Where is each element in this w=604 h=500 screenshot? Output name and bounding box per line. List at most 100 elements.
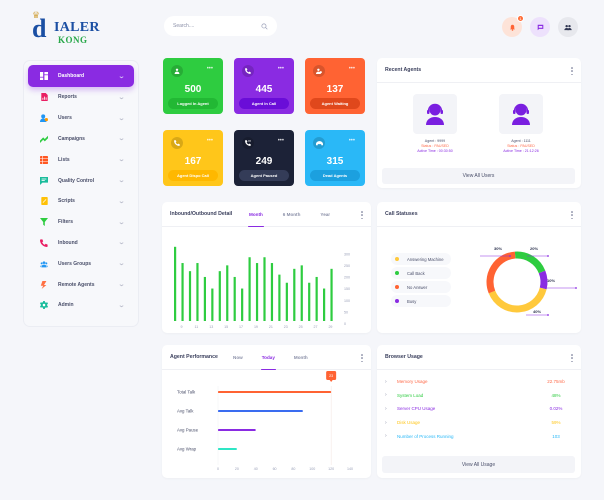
more-options-icon[interactable]: ••• [206, 138, 213, 144]
legend-dot [395, 271, 399, 275]
chevron-down-icon[interactable]: ⌄ [117, 240, 126, 247]
usage-value: 0.02% [549, 406, 563, 412]
legend-item[interactable]: Call Back [391, 267, 451, 279]
chevron-down-icon[interactable]: ⌄ [117, 261, 126, 268]
sidebar-item-scripts[interactable]: Scripts ⌄ [28, 191, 134, 212]
sidebar-item-campaigns[interactable]: Campaigns ⌄ [28, 129, 134, 150]
sidebar-item-users-groups[interactable]: Users Groups ⌄ [28, 253, 134, 274]
sidebar-item-users[interactable]: Users ⌄ [28, 108, 134, 129]
gear-icon [40, 301, 48, 310]
more-options-icon[interactable]: ••• [277, 66, 284, 72]
stat-label-button[interactable]: Agent Paused [239, 170, 289, 181]
stat-card-agent-paused[interactable]: ••• 249 Agent Paused [234, 130, 294, 186]
tab-year[interactable]: Year [320, 212, 331, 217]
tab-month[interactable]: Month [248, 202, 264, 227]
usage-list: › Memory Usage 22.75mb › System Load 48% › Serv… [377, 375, 581, 443]
browser-usage-panel: Browser Usage › Memory Usage 22.75mb › Syste… [377, 345, 581, 478]
stat-card-dead-agents[interactable]: ••• 315 Dead Agents [305, 130, 365, 186]
sidebar-item-lists[interactable]: Lists ⌄ [28, 149, 134, 170]
more-options-icon[interactable] [571, 67, 573, 75]
chevron-down-icon[interactable]: ⌄ [117, 219, 126, 226]
chevron-down-icon[interactable]: ⌄ [117, 178, 126, 185]
more-options-icon[interactable]: ••• [348, 138, 355, 144]
svg-text:11: 11 [194, 325, 198, 329]
sidebar-item-filters[interactable]: Filters ⌄ [28, 212, 134, 233]
legend-item[interactable]: No Answer [391, 281, 451, 293]
more-options-icon[interactable] [361, 354, 363, 362]
legend-item[interactable]: Answering Machine [391, 253, 451, 265]
stat-label-button[interactable]: Agent In Call [239, 98, 289, 109]
stat-card-agent-dispo-call[interactable]: ••• 167 Agent Dispo Call [163, 130, 223, 186]
sidebar-item-label: Dashboard [58, 73, 85, 79]
more-options-icon[interactable] [361, 211, 363, 219]
stat-label-button[interactable]: Agent Dispo Call [168, 170, 218, 181]
usage-row[interactable]: › Server CPU Usage 0.02% [377, 402, 581, 416]
sidebar-item-inbound[interactable]: Inbound ⌄ [28, 233, 134, 254]
svg-text:40: 40 [254, 467, 258, 471]
stat-label-button[interactable]: Logged In Agent [168, 98, 218, 109]
svg-text:10%: 10% [547, 278, 555, 283]
dead-icon [313, 137, 325, 149]
more-options-icon[interactable] [571, 354, 573, 362]
tab-month[interactable]: Month [293, 355, 308, 360]
chevron-down-icon[interactable]: ⌄ [117, 94, 126, 101]
view-all-usage-button[interactable]: View All Usage [382, 456, 575, 473]
stat-label-button[interactable]: Dead Agents [310, 170, 360, 181]
more-options-icon[interactable]: ••• [277, 138, 284, 144]
search-icon[interactable] [261, 22, 268, 30]
sidebar-item-reports[interactable]: Reports ⌄ [28, 87, 134, 108]
chevron-down-icon[interactable]: ⌄ [117, 302, 126, 309]
chevron-down-icon[interactable]: ⌄ [117, 282, 126, 289]
recent-agents-panel: Recent Agents Agent : 9999 Status : PAUS… [377, 58, 581, 188]
chevron-down-icon[interactable]: ⌄ [117, 157, 126, 164]
profile-button[interactable] [558, 17, 578, 37]
sidebar-item-label: Reports [58, 94, 77, 101]
svg-text:23: 23 [284, 325, 288, 329]
svg-text:30%: 30% [494, 246, 502, 251]
chevron-down-icon[interactable]: ⌄ [117, 198, 126, 205]
search-input[interactable]: Search.... [164, 16, 277, 36]
sidebar-item-dashboard[interactable]: Dashboard ⌄ [28, 65, 134, 87]
tab-6-month[interactable]: 6 Month [282, 212, 301, 217]
sidebar-item-quality-control[interactable]: Quality Control ⌄ [28, 170, 134, 191]
svg-text:Avg Wrap: Avg Wrap [177, 447, 197, 452]
chevron-down-icon[interactable]: ⌄ [117, 115, 126, 122]
agent-avatar[interactable] [499, 94, 543, 134]
chevron-down-icon[interactable]: ⌄ [117, 136, 126, 143]
chevron-down-icon[interactable]: ⌄ [117, 73, 126, 80]
agent-performance-panel: Agent Performance Now Today Month Total … [162, 345, 371, 478]
usage-row[interactable]: › Memory Usage 22.75mb [377, 375, 581, 389]
tab-today[interactable]: Today [260, 345, 277, 370]
sidebar-item-remote-agents[interactable]: Remote Agents ⌄ [28, 274, 134, 295]
more-options-icon[interactable] [571, 211, 573, 219]
sidebar-item-admin[interactable]: Admin ⌄ [28, 295, 134, 316]
usage-row[interactable]: › Number of Process Running 103 [377, 429, 581, 443]
usage-name: Server CPU Usage [397, 406, 436, 412]
view-all-users-button[interactable]: View All Users [382, 168, 575, 184]
svg-text:Avg Pause: Avg Pause [177, 428, 199, 433]
usage-name: System Load [397, 392, 424, 398]
stat-card-agent-in-call[interactable]: ••• 445 Agent In Call [234, 58, 294, 114]
reports-icon [40, 93, 48, 102]
svg-text:Total Talk: Total Talk [177, 390, 196, 395]
usage-row[interactable]: › System Load 48% [377, 389, 581, 403]
agent-id: Agent : 1111 [511, 139, 531, 143]
more-options-icon[interactable]: ••• [348, 66, 355, 72]
tab-now[interactable]: Now [233, 355, 243, 360]
stat-card-logged-in-agent[interactable]: ••• 500 Logged In Agent [163, 58, 223, 114]
headset-agent-icon [426, 103, 444, 125]
messages-button[interactable] [530, 17, 550, 37]
notifications-button[interactable]: 1 [502, 15, 524, 37]
period-tabs: Month 6 Month Year [248, 202, 331, 227]
scripts-icon [40, 197, 48, 206]
svg-text:19: 19 [254, 325, 258, 329]
agent-avatar[interactable] [413, 94, 457, 134]
usage-row[interactable]: › Disk Usage 59% [377, 416, 581, 430]
groups-icon [40, 260, 48, 268]
waiting-icon [313, 65, 325, 77]
more-options-icon[interactable]: ••• [206, 66, 213, 72]
stat-label-button[interactable]: Agent Waiting [310, 98, 360, 109]
stat-card-agent-waiting[interactable]: ••• 137 Agent Waiting [305, 58, 365, 114]
logo[interactable]: ♛ d IALER KONG [30, 10, 100, 46]
legend-item[interactable]: Busy [391, 295, 451, 307]
